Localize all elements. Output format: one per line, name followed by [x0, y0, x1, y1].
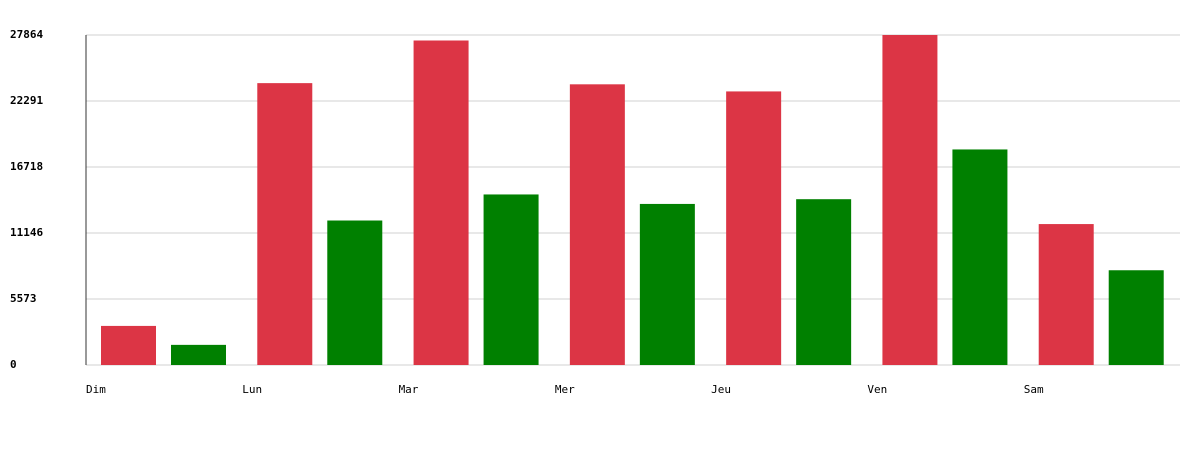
- x-tick-label: Mer: [555, 383, 575, 396]
- x-tick-label: Lun: [242, 383, 262, 396]
- bar: [171, 344, 226, 365]
- x-tick-label: Ven: [867, 383, 887, 396]
- x-tick-label: Dim: [86, 383, 106, 396]
- bar: [101, 325, 156, 365]
- bar: [882, 35, 938, 365]
- y-tick-label: 16718: [10, 160, 43, 173]
- bar: [327, 220, 383, 365]
- y-tick-label: 27864: [10, 28, 43, 41]
- x-tick-label: Sam: [1024, 383, 1044, 396]
- bar: [257, 83, 313, 365]
- y-tick-label: 22291: [10, 94, 43, 107]
- y-tick-label: 11146: [10, 226, 43, 239]
- bar: [483, 194, 539, 365]
- y-tick-label: 5573: [10, 292, 37, 305]
- bar: [413, 40, 469, 365]
- bar: [569, 84, 625, 365]
- x-tick-label: Jeu: [711, 383, 731, 396]
- bar: [726, 91, 782, 365]
- bar: [639, 203, 695, 365]
- bar: [796, 199, 852, 365]
- y-tick-label: 0: [10, 358, 17, 371]
- x-tick-label: Mar: [399, 383, 419, 396]
- bar: [1038, 224, 1094, 365]
- bar: [1108, 270, 1164, 365]
- bar: [952, 149, 1008, 365]
